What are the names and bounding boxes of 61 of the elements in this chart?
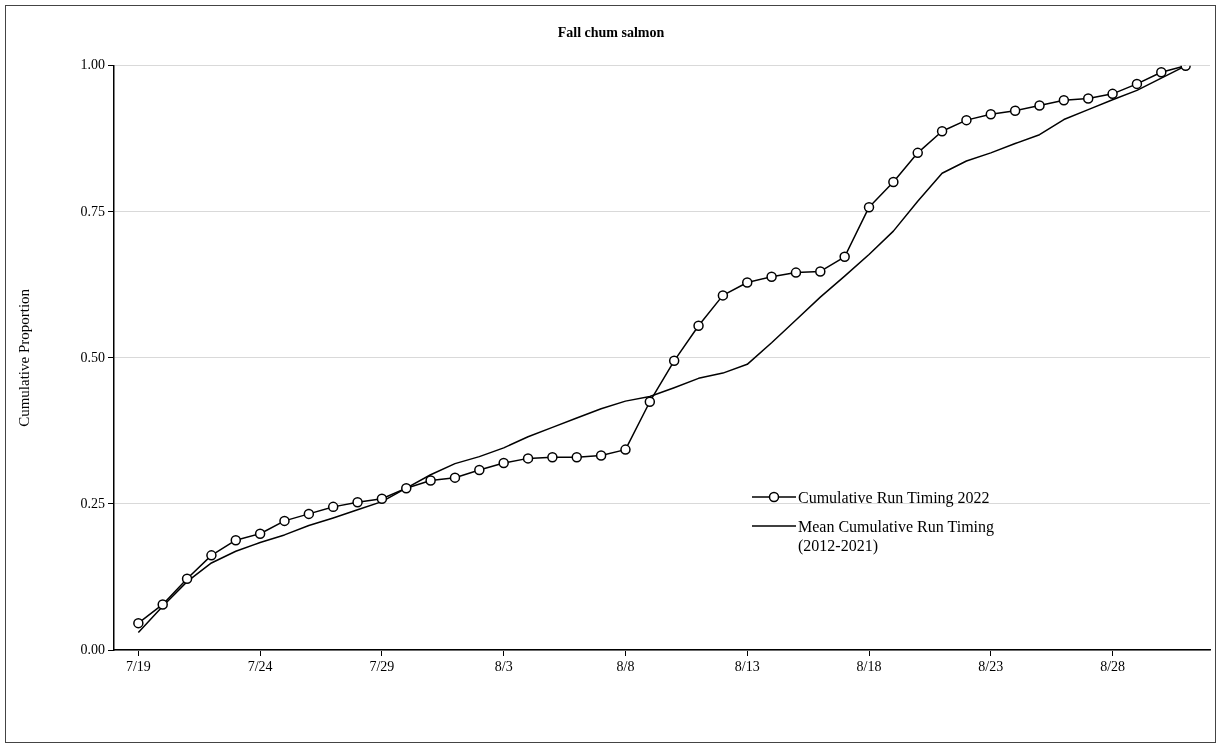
point [790, 267, 802, 278]
point [474, 464, 485, 476]
point [912, 147, 923, 159]
point [1107, 88, 1118, 100]
point [279, 515, 290, 527]
point [522, 453, 534, 464]
point [1131, 78, 1143, 90]
chart-title: Fall chum salmon [557, 25, 665, 41]
point [303, 508, 315, 520]
point [327, 501, 339, 513]
x-tick-label: 8/28 [1100, 659, 1126, 675]
point [352, 496, 363, 508]
point [1156, 66, 1167, 78]
x-tick-label: 8/8 [616, 659, 635, 675]
point [839, 251, 850, 263]
point [717, 290, 729, 301]
x-tick-label: 8/13 [734, 659, 760, 675]
point [668, 355, 680, 367]
legend-label: Cumulative Run Timing 2022 [798, 488, 991, 507]
point [401, 482, 412, 494]
y-tick-label: 0.75 [80, 203, 105, 219]
point [644, 396, 656, 407]
point [254, 528, 266, 539]
point [181, 573, 193, 584]
x-tick-label: 8/3 [494, 659, 513, 675]
point [620, 444, 631, 455]
y-tick-label: 0.50 [80, 349, 105, 365]
point [376, 493, 388, 504]
point [1034, 100, 1045, 111]
point [133, 617, 144, 629]
x-tick-label: 7/19 [125, 659, 151, 675]
point [425, 475, 436, 486]
point [741, 277, 753, 288]
point [815, 266, 826, 277]
point [449, 472, 461, 483]
point [595, 450, 607, 461]
point [1082, 93, 1094, 104]
point [985, 109, 997, 120]
x-tick-label: 8/18 [856, 659, 882, 675]
y-tick-label: 1.00 [80, 57, 105, 73]
x-tick-label: 8/23 [978, 659, 1004, 675]
point [547, 451, 558, 463]
x-tick-label: 7/29 [369, 659, 395, 675]
y-tick-label: 0.00 [80, 641, 105, 657]
point [1009, 105, 1021, 117]
point [863, 201, 875, 213]
point [230, 534, 242, 546]
point [571, 451, 583, 463]
point [498, 457, 509, 469]
y-axis-title: Cumulative Proportion [15, 288, 32, 427]
point [693, 320, 704, 332]
point [1058, 95, 1070, 106]
legend-label: Mean Cumulative Run Timing (2012-2021) [798, 517, 995, 555]
point [766, 271, 777, 282]
point [206, 550, 217, 561]
point [936, 125, 948, 137]
point [157, 599, 168, 610]
x-tick-label: 7/24 [247, 659, 273, 675]
point [961, 114, 972, 126]
point [888, 176, 899, 188]
y-tick-label: 0.25 [80, 495, 105, 511]
